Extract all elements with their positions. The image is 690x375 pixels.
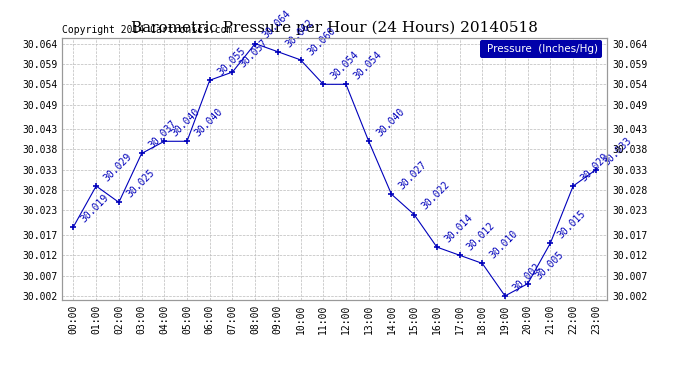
Text: Copyright 2014 Cartronics.com: Copyright 2014 Cartronics.com	[62, 25, 233, 35]
Text: 30.057: 30.057	[238, 38, 270, 69]
Text: 30.010: 30.010	[488, 229, 520, 261]
Text: 30.054: 30.054	[329, 50, 361, 81]
Legend: Pressure  (Inches/Hg): Pressure (Inches/Hg)	[480, 40, 602, 58]
Text: 30.002: 30.002	[511, 261, 542, 293]
Text: 30.040: 30.040	[170, 106, 202, 138]
Text: 30.014: 30.014	[442, 212, 475, 244]
Title: Barometric Pressure per Hour (24 Hours) 20140518: Barometric Pressure per Hour (24 Hours) …	[131, 21, 538, 35]
Text: 30.033: 30.033	[602, 135, 633, 167]
Text: 30.029: 30.029	[101, 151, 134, 183]
Text: 30.055: 30.055	[215, 45, 247, 78]
Text: 30.015: 30.015	[556, 208, 588, 240]
Text: 30.005: 30.005	[533, 249, 565, 281]
Text: 30.012: 30.012	[465, 220, 497, 252]
Text: 30.022: 30.022	[420, 180, 452, 212]
Text: 30.040: 30.040	[374, 106, 406, 138]
Text: 30.029: 30.029	[579, 151, 611, 183]
Text: 30.064: 30.064	[261, 9, 293, 41]
Text: 30.062: 30.062	[284, 17, 315, 49]
Text: 30.054: 30.054	[352, 50, 384, 81]
Text: 30.040: 30.040	[193, 106, 224, 138]
Text: 30.060: 30.060	[306, 25, 338, 57]
Text: 30.027: 30.027	[397, 159, 429, 191]
Text: 30.037: 30.037	[147, 119, 179, 151]
Text: 30.019: 30.019	[79, 192, 111, 224]
Text: 30.025: 30.025	[124, 168, 157, 200]
